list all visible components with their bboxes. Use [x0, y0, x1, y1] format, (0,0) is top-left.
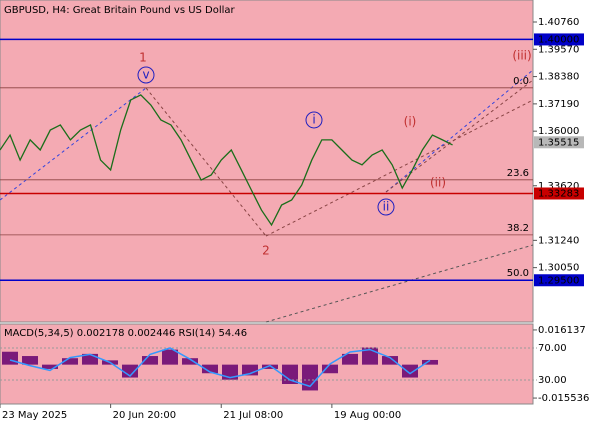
- level-label: 1.35515: [538, 137, 579, 148]
- macd-bar: [242, 364, 258, 376]
- macd-bar: [162, 349, 178, 365]
- y-tick-label: 1.31240: [538, 235, 579, 246]
- macd-bar: [62, 358, 78, 365]
- y-tick-label: -0.015536: [538, 393, 589, 404]
- x-tick-label: 19 Aug 00:00: [334, 410, 401, 421]
- level-box: [534, 274, 584, 287]
- macd-bar: [262, 364, 278, 369]
- x-tick-label: 23 May 2025: [2, 410, 67, 421]
- y-tick-label: 1.33620: [538, 181, 579, 192]
- x-tick-label: 20 Jun 20:00: [113, 410, 177, 421]
- macd-bar: [142, 356, 158, 365]
- wave-circle: [377, 198, 395, 216]
- y-tick-label: 1.36000: [538, 126, 579, 137]
- macd-bar: [2, 351, 18, 365]
- level-box: [534, 136, 584, 149]
- macd-bar: [342, 353, 358, 365]
- level-box: [534, 187, 584, 200]
- wave-label: (ii): [430, 176, 446, 190]
- wave-circle: [305, 111, 323, 129]
- wave-label: ii: [383, 200, 390, 214]
- y-tick-label: 1.38380: [538, 72, 579, 83]
- macd-bar: [42, 364, 58, 369]
- y-tick-label: 0.016137: [538, 325, 586, 336]
- wave-circle: [137, 66, 155, 84]
- level-label: 1.33283: [538, 188, 579, 199]
- wave-label: (i): [404, 115, 417, 129]
- macd-bar: [282, 364, 298, 384]
- y-tick-label: 30.00: [538, 375, 567, 386]
- macd-bar: [422, 359, 438, 365]
- macd-bar: [322, 364, 338, 374]
- macd-bar: [22, 356, 38, 365]
- y-tick-label: 70.00: [538, 343, 567, 354]
- price-line: [0, 94, 453, 227]
- wave-label: (iii): [512, 49, 531, 63]
- wave-label: v: [142, 68, 149, 82]
- level-box: [534, 33, 584, 46]
- macd-bar: [402, 364, 418, 378]
- fib-label: 38.2: [507, 223, 529, 234]
- wave-label: 2: [262, 244, 270, 258]
- macd-bar: [202, 364, 218, 374]
- rsi-line: [9, 347, 431, 388]
- level-label: 1.29500: [538, 275, 579, 286]
- macd-bar: [82, 353, 98, 365]
- fib-label: 0.0: [513, 76, 529, 87]
- x-tick-label: 21 Jul 08:00: [223, 410, 283, 421]
- indicator-title: MACD(5,34,5) 0.002178 0.002446 RSI(14) 5…: [4, 328, 247, 339]
- macd-bar: [302, 364, 318, 391]
- y-tick-label: 1.30050: [538, 263, 579, 274]
- fib-label: 23.6: [507, 168, 529, 179]
- chart-title: GBPUSD, H4: Great Britain Pound vs US Do…: [4, 5, 236, 16]
- wave-label: 1: [139, 51, 147, 65]
- fib-label: 50.0: [507, 268, 529, 279]
- y-tick-label: 1.39570: [538, 44, 579, 55]
- wave-label: i: [312, 113, 315, 127]
- y-tick-label: 1.40760: [538, 17, 579, 28]
- price-panel: [0, 0, 534, 323]
- level-label: 1.40000: [538, 34, 579, 45]
- y-tick-label: 1.37190: [538, 99, 579, 110]
- macd-bar: [382, 356, 398, 365]
- macd-bar: [182, 358, 198, 365]
- macd-bar: [122, 364, 138, 378]
